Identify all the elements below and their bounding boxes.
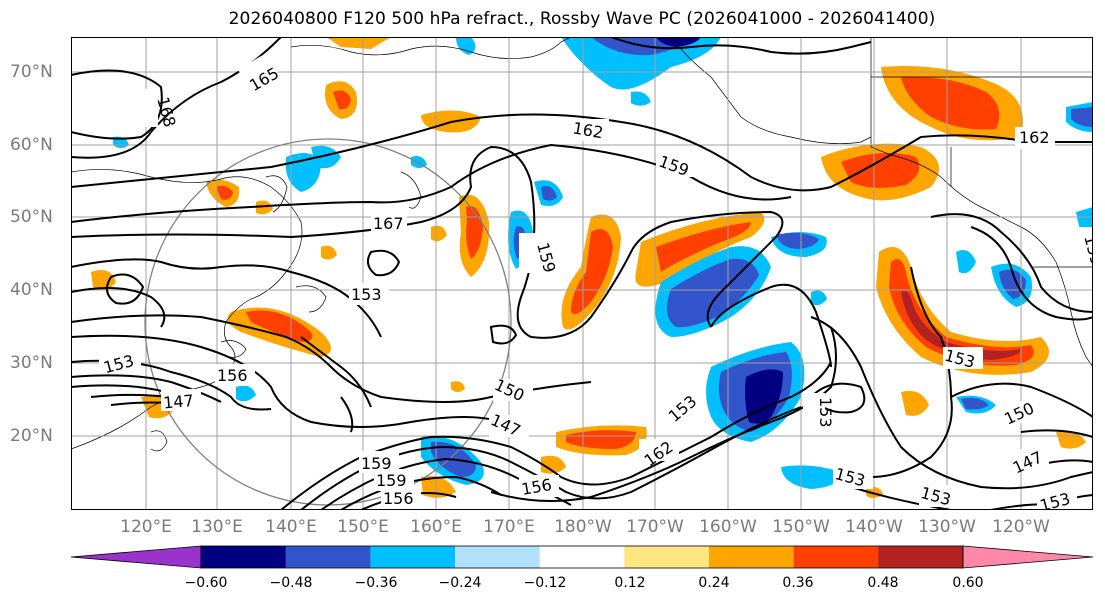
lon-label-170w: 170°W [626,517,684,537]
lat-label-70: 70°N [10,62,53,82]
colorbar-tick-label: 0.24 [698,575,730,591]
lon-label-160e: 160°E [410,517,462,537]
lat-label-40: 40°N [10,280,53,300]
colorbar-swatch [878,546,964,568]
colorbar-tick-label: −0.12 [523,575,567,591]
chart-title: 2026040800 F120 500 hPa refract., Rossby… [228,9,936,29]
colorbar-tick-label: 0.60 [952,575,984,591]
colorbar-frame [200,545,964,569]
colorbar-swatch [624,546,710,568]
lon-label-130w: 130°W [918,517,976,537]
lon-label-120w: 120°W [992,517,1050,537]
colorbar-swatch [201,546,287,568]
map-frame [71,37,1093,510]
colorbar [70,545,1094,569]
lat-label-20: 20°N [10,426,53,446]
shading-positive [91,37,1086,498]
contour-label-159-c: 159 [361,454,392,473]
colorbar-tick-label: 0.12 [614,575,646,591]
contour-label-156-a: 156 [217,366,248,385]
contour-label-153-h: 153 [1038,489,1072,510]
colorbar-swatch [962,545,1094,569]
contour-label-156-b: 156 [383,489,414,508]
colorbar-tick-label: −0.36 [354,575,398,591]
colorbar-swatch [793,546,879,568]
lat-label-60: 60°N [10,135,53,155]
colorbar-tick-label: 0.36 [782,575,814,591]
colorbar-tick-label: 0.48 [867,575,899,591]
map-panel: 165 168 162 162 159 167 159 153 153 156 … [71,37,1093,510]
colorbar-swatch [70,545,202,569]
lat-label-30: 30°N [10,353,53,373]
lon-label-150w: 150°W [772,517,830,537]
lon-label-160w: 160°W [699,517,757,537]
lon-label-130e: 130°E [191,517,243,537]
lon-label-120e: 120°E [120,517,172,537]
contour-label-147-a: 147 [162,391,194,413]
colorbar-swatch [539,546,625,568]
colorbar-swatch [709,546,795,568]
lon-label-180w: 180°W [554,517,612,537]
lon-label-150e: 150°E [337,517,389,537]
colorbar-tick-label: −0.60 [184,575,228,591]
lat-label-50: 50°N [10,207,53,227]
contour-label-162-b: 162 [1019,128,1050,147]
contour-labels: 165 168 162 162 159 167 159 153 153 156 … [99,51,1093,510]
colorbar-tick-label: −0.24 [438,575,482,591]
colorbar-tick-label: −0.48 [269,575,313,591]
colorbar-swatch [370,546,456,568]
contour-label-159-d: 159 [376,471,407,490]
lon-label-140w: 140°W [845,517,903,537]
contour-label-153-a: 153 [351,285,382,304]
contour-label-153-e: 153 [816,397,835,428]
contour-label-167: 167 [373,214,404,233]
map-canvas: 165 168 162 162 159 167 159 153 153 156 … [71,37,1093,510]
colorbar-swatch [455,546,541,568]
colorbar-swatch [285,546,371,568]
lon-label-140e: 140°E [265,517,317,537]
lon-label-170e: 170°E [483,517,535,537]
